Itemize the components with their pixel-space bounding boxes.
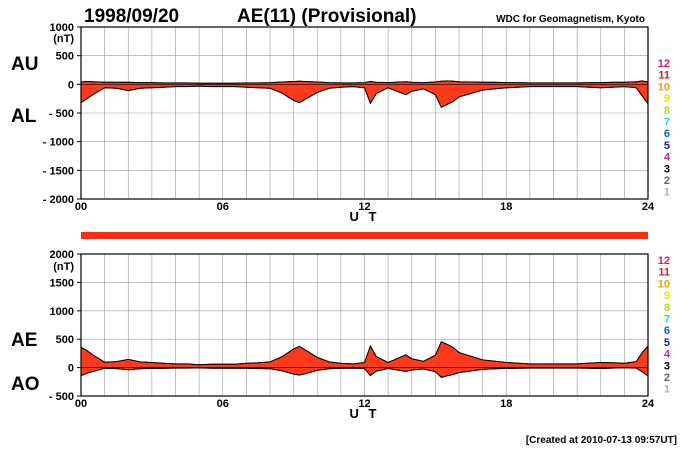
level-key-item: 7 <box>664 314 670 326</box>
series-au-line <box>80 80 649 84</box>
x-tick-label: 06 <box>217 398 229 410</box>
series-al-line <box>80 85 649 108</box>
y-tick-label: - 500 <box>49 108 74 120</box>
level-key-item: 6 <box>664 325 670 337</box>
y-tick-label: 1000 <box>50 22 74 34</box>
x-tick-label: 24 <box>642 201 655 213</box>
x-tick-label: 24 <box>642 398 655 410</box>
level-key-item: 11 <box>658 267 670 279</box>
y-tick-label: 0 <box>68 363 74 375</box>
y-tick-label: 2000 <box>50 249 74 261</box>
plot-title: AE(11) (Provisional) <box>237 6 417 27</box>
level-key-item: 5 <box>664 337 670 349</box>
y-tick-label: - 1500 <box>43 165 74 177</box>
series-label-ao: AO <box>11 374 40 395</box>
plot-date: 1998/09/20 <box>84 6 179 27</box>
level-key-item: 1 <box>664 187 670 199</box>
level-key-item: 8 <box>664 105 670 117</box>
series-label-au: AU <box>11 54 38 75</box>
level-key-item: 12 <box>658 255 670 267</box>
x-tick-label: 18 <box>500 398 512 410</box>
x-tick-label: 06 <box>217 201 229 213</box>
x-axis-label: U T <box>350 406 380 421</box>
y-tick-label: 500 <box>56 334 74 346</box>
level-key-item: 2 <box>664 372 670 384</box>
y-tick-label: 0 <box>68 79 74 91</box>
series-label-al: AL <box>11 106 37 127</box>
data-source: WDC for Geomagnetism, Kyoto <box>496 14 645 25</box>
level-key-item: 3 <box>664 360 670 372</box>
level-key-item: 10 <box>658 278 670 290</box>
x-axis-label: U T <box>350 209 380 224</box>
level-key-item: 1 <box>664 384 670 396</box>
series-ao-line <box>80 367 649 378</box>
y-tick-label: 500 <box>56 51 74 63</box>
separator-bar <box>81 232 648 239</box>
plot-frame <box>80 253 649 397</box>
y-tick-label: 1500 <box>50 277 74 289</box>
level-key-item: 8 <box>664 302 670 314</box>
x-tick-label: 12 <box>358 201 370 213</box>
x-tick-label: 12 <box>358 398 370 410</box>
series-ae-line <box>80 341 649 366</box>
level-key-item: 10 <box>658 81 670 93</box>
x-tick-label: 00 <box>75 398 87 410</box>
y-tick-label: 1000 <box>50 306 74 318</box>
level-key-item: 11 <box>658 70 670 82</box>
level-key-item: 2 <box>664 175 670 187</box>
level-key-item: 7 <box>664 117 670 129</box>
x-tick-label: 00 <box>75 201 87 213</box>
level-key-item: 3 <box>664 163 670 175</box>
series-label-ae: AE <box>11 330 37 351</box>
level-key-item: 5 <box>664 140 670 152</box>
unit-label: (nT) <box>53 261 74 273</box>
level-key-item: 6 <box>664 128 670 140</box>
x-tick-label: 18 <box>500 201 512 213</box>
created-timestamp: [Created at 2010-07-13 09:57UT] <box>526 435 677 446</box>
level-key-item: 12 <box>658 58 670 70</box>
y-tick-label: - 2000 <box>43 194 74 206</box>
level-key-item: 4 <box>664 349 671 361</box>
level-key-item: 9 <box>664 290 670 302</box>
level-key-item: 9 <box>664 93 670 105</box>
y-tick-label: - 500 <box>49 391 74 403</box>
level-key-item: 4 <box>664 152 671 164</box>
unit-label: (nT) <box>53 33 74 45</box>
y-tick-label: - 1000 <box>43 137 74 149</box>
